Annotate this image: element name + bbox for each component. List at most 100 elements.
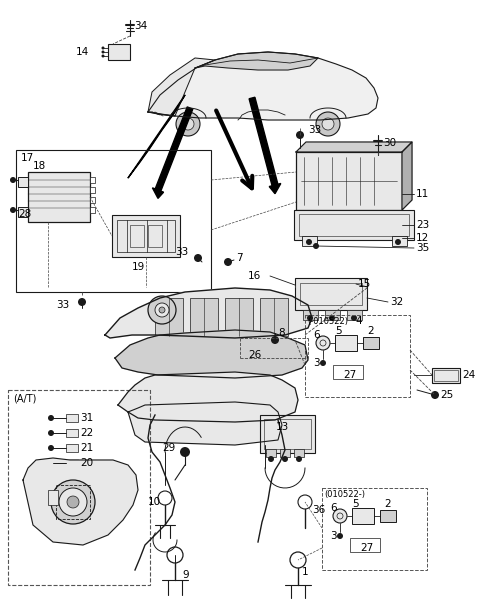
Bar	[66, 444, 78, 452]
Polygon shape	[402, 142, 412, 210]
Circle shape	[51, 480, 95, 524]
Bar	[66, 429, 78, 437]
Text: 21: 21	[80, 443, 93, 453]
Bar	[108, 44, 130, 60]
Text: 17: 17	[21, 153, 34, 163]
Text: 2: 2	[384, 499, 391, 509]
Circle shape	[155, 303, 169, 317]
Circle shape	[180, 447, 190, 457]
Text: 26: 26	[248, 350, 261, 360]
Bar	[295, 278, 367, 310]
Circle shape	[101, 54, 105, 57]
Circle shape	[329, 315, 335, 321]
Bar	[190, 298, 218, 336]
Polygon shape	[128, 95, 185, 178]
Polygon shape	[296, 142, 412, 152]
Text: 19: 19	[132, 262, 145, 272]
Circle shape	[322, 118, 334, 130]
Circle shape	[194, 254, 202, 262]
Polygon shape	[128, 402, 282, 445]
Text: 33: 33	[175, 247, 188, 257]
Circle shape	[101, 51, 105, 54]
Text: 33: 33	[56, 300, 69, 310]
Circle shape	[48, 460, 54, 466]
Bar	[8, 390, 150, 585]
Circle shape	[268, 456, 274, 462]
Text: 36: 36	[312, 505, 325, 515]
Bar	[148, 225, 162, 247]
Bar	[260, 415, 315, 453]
Polygon shape	[153, 188, 164, 198]
Text: 30: 30	[383, 138, 396, 148]
Bar	[363, 337, 379, 349]
Bar	[117, 220, 175, 252]
Bar	[48, 490, 58, 505]
Circle shape	[48, 445, 54, 451]
Bar	[303, 310, 318, 320]
Bar	[335, 335, 357, 351]
Text: (A/T): (A/T)	[13, 393, 36, 403]
Bar	[347, 310, 362, 320]
Polygon shape	[269, 184, 281, 193]
Bar	[90, 197, 95, 203]
Text: 25: 25	[440, 390, 453, 400]
Polygon shape	[105, 288, 312, 338]
Circle shape	[431, 391, 439, 399]
Text: 18: 18	[33, 161, 46, 171]
Bar	[299, 214, 409, 236]
Circle shape	[351, 315, 357, 321]
Bar	[294, 210, 414, 240]
Bar	[90, 177, 95, 183]
Polygon shape	[115, 330, 308, 378]
Text: 4: 4	[355, 316, 361, 326]
Circle shape	[78, 298, 86, 306]
Bar	[392, 236, 407, 246]
Circle shape	[313, 243, 319, 249]
Bar	[90, 187, 95, 193]
Bar	[294, 449, 304, 457]
Text: 33: 33	[308, 125, 321, 135]
Polygon shape	[195, 52, 318, 70]
Text: 20: 20	[80, 458, 93, 468]
Text: 14: 14	[76, 47, 89, 57]
Bar	[16, 150, 211, 292]
Text: 2: 2	[367, 326, 373, 336]
Text: 13: 13	[276, 422, 289, 432]
Text: 5: 5	[352, 499, 359, 509]
Bar	[18, 177, 28, 187]
Text: 27: 27	[343, 370, 356, 380]
Bar	[296, 152, 402, 210]
Circle shape	[224, 258, 232, 266]
Bar	[264, 419, 311, 449]
Polygon shape	[155, 107, 193, 191]
Circle shape	[159, 307, 165, 313]
Bar	[300, 283, 362, 305]
Text: 34: 34	[134, 21, 147, 31]
Circle shape	[316, 112, 340, 136]
Text: 9: 9	[182, 570, 189, 580]
Text: 6: 6	[313, 330, 320, 340]
Circle shape	[271, 336, 279, 344]
Polygon shape	[148, 52, 378, 120]
Text: 15: 15	[358, 279, 371, 289]
Bar	[260, 298, 288, 336]
Circle shape	[395, 239, 401, 245]
Circle shape	[48, 430, 54, 436]
Text: 16: 16	[248, 271, 261, 281]
Bar	[305, 315, 410, 397]
Circle shape	[320, 360, 326, 366]
Polygon shape	[249, 97, 278, 186]
Text: 12: 12	[416, 233, 429, 243]
Text: 6: 6	[330, 503, 336, 513]
Text: 29: 29	[162, 443, 175, 453]
Circle shape	[337, 533, 343, 539]
Bar	[302, 236, 317, 246]
Text: 27: 27	[360, 543, 373, 553]
Bar	[434, 370, 458, 381]
Bar	[350, 538, 380, 552]
Circle shape	[48, 415, 54, 421]
Text: 22: 22	[80, 428, 93, 438]
Text: 35: 35	[416, 243, 429, 253]
Text: 32: 32	[390, 297, 403, 307]
Circle shape	[101, 46, 105, 49]
